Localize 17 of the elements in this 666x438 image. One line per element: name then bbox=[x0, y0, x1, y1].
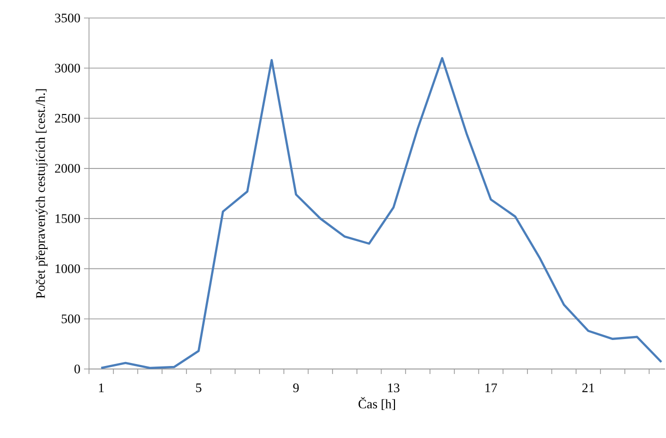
y-tick-label: 2500 bbox=[55, 114, 80, 123]
x-tick-label: 1 bbox=[99, 384, 104, 392]
y-tick-label: 3000 bbox=[55, 64, 80, 73]
x-tick-label: 5 bbox=[196, 384, 202, 392]
y-tick-label: 3500 bbox=[55, 14, 80, 22]
x-tick-label: 21 bbox=[582, 384, 594, 392]
y-axis-title: Počet přepravených cestujících [cest./h.] bbox=[36, 89, 48, 298]
x-tick-label: 17 bbox=[486, 384, 497, 392]
y-tick-label: 0 bbox=[74, 364, 80, 374]
line-series bbox=[100, 57, 662, 369]
x-tick-label: 9 bbox=[293, 384, 299, 392]
y-tick-label: 1500 bbox=[56, 214, 80, 223]
x-tick-label: 13 bbox=[388, 384, 400, 392]
y-tick-label: 500 bbox=[62, 314, 80, 324]
x-axis-title: Čas [h] bbox=[358, 397, 395, 410]
y-tick-label: 2000 bbox=[55, 164, 80, 173]
y-tick-label: 1000 bbox=[56, 264, 80, 274]
